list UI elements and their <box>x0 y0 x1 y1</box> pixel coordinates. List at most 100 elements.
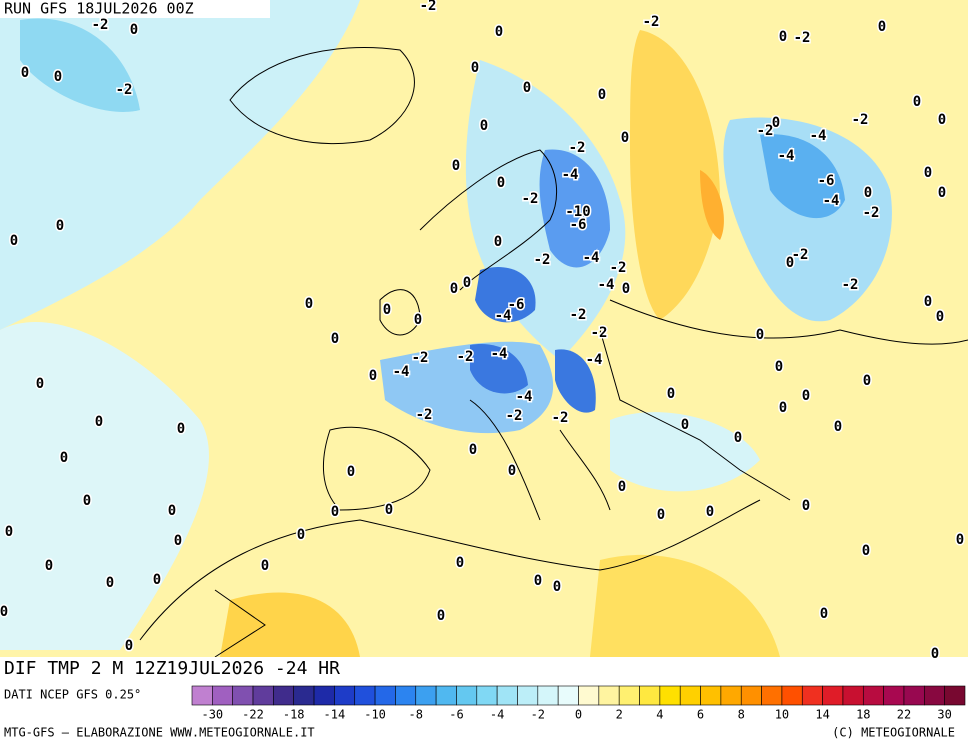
contour-label: 0 <box>786 255 794 271</box>
title-box <box>0 657 458 682</box>
contour-label: -2 <box>792 247 809 263</box>
contour-label: -4 <box>598 277 615 293</box>
colorbar-tick-label: -10 <box>364 708 386 722</box>
contour-label: 0 <box>523 80 531 96</box>
colorbar-swatch <box>557 685 579 706</box>
colorbar-swatch <box>537 685 559 706</box>
contour-label: 0 <box>756 327 764 343</box>
map-title: DIF TMP 2 M 12Z19JUL2026 -24 HR <box>4 658 340 679</box>
contour-label: 0 <box>772 115 780 131</box>
colorbar-swatch <box>578 685 600 706</box>
contour-label: -2 <box>457 349 474 365</box>
contour-label: 0 <box>21 65 29 81</box>
colorbar-swatch <box>517 685 539 706</box>
run-label: RUN GFS 18JUL2026 00Z <box>4 0 194 18</box>
contour-label: 0 <box>864 185 872 201</box>
contour-label: -2 <box>534 252 551 268</box>
colorbar-swatch <box>456 685 478 706</box>
contour-label: 0 <box>331 331 339 347</box>
contour-label: 0 <box>45 558 53 574</box>
contour-label: 0 <box>706 504 714 520</box>
contour-label: 0 <box>56 218 64 234</box>
contour-label: 0 <box>347 464 355 480</box>
contour-label: 0 <box>938 112 946 128</box>
contour-label: 0 <box>913 94 921 110</box>
contour-label: 0 <box>924 165 932 181</box>
contour-label: 0 <box>36 376 44 392</box>
contour-label: -4 <box>491 346 508 362</box>
contour-label: -6 <box>818 173 835 189</box>
contour-label: 0 <box>383 302 391 318</box>
contour-label: 0 <box>168 503 176 519</box>
contour-label: 0 <box>820 606 828 622</box>
contour-label: -2 <box>863 205 880 221</box>
colorbar-swatch <box>313 685 335 706</box>
colorbar-tick-label: 0 <box>575 708 582 722</box>
contour-label: -2 <box>92 17 109 33</box>
contour-label: -4 <box>583 250 600 266</box>
contour-label: 0 <box>261 558 269 574</box>
contour-label: 0 <box>734 430 742 446</box>
contour-label: 0 <box>936 309 944 325</box>
contour-label: 0 <box>938 185 946 201</box>
contour-label: 0 <box>480 118 488 134</box>
footer-left: MTG-GFS — ELABORAZIONE WWW.METEOGIORNALE… <box>4 726 315 740</box>
contour-label: -2 <box>506 408 523 424</box>
contour-label: 0 <box>450 281 458 297</box>
contour-label: 0 <box>657 507 665 523</box>
colorbar-swatch <box>415 685 437 706</box>
colorbar-swatch <box>598 685 620 706</box>
colorbar-tick-label: 2 <box>616 708 623 722</box>
contour-label: 0 <box>775 359 783 375</box>
colorbar-swatch <box>232 685 254 706</box>
contour-label: 0 <box>305 296 313 312</box>
contour-label: 0 <box>177 421 185 437</box>
colorbar-swatch <box>801 685 823 706</box>
contour-label: 0 <box>802 388 810 404</box>
contour-label: -2 <box>643 14 660 30</box>
contour-label: 0 <box>130 22 138 38</box>
colorbar-swatch <box>862 685 884 706</box>
contour-label: 0 <box>534 573 542 589</box>
contour-label: -6 <box>508 297 525 313</box>
colorbar-swatch <box>395 685 417 706</box>
contour-label: 0 <box>469 442 477 458</box>
contour-label: 0 <box>60 450 68 466</box>
contour-labels: 0 -2 0 -2 -2 0 0 0 0 0 0 -2 0 -2 0 0 -2 … <box>0 0 966 664</box>
contour-label: 0 <box>106 575 114 591</box>
contour-label: -4 <box>823 193 840 209</box>
colorbar-swatch <box>618 685 640 706</box>
contour-label: 0 <box>385 502 393 518</box>
contour-label: 0 <box>495 24 503 40</box>
contour-label: 0 <box>621 130 629 146</box>
contour-label: -4 <box>516 389 533 405</box>
colorbar-swatch <box>944 685 966 706</box>
colorbar-tick-label: -8 <box>409 708 423 722</box>
contour-label: -2 <box>412 350 429 366</box>
contour-label: 0 <box>878 19 886 35</box>
colorbar-swatch <box>700 685 722 706</box>
contour-label: -4 <box>810 128 827 144</box>
colorbar-swatch <box>781 685 803 706</box>
contour-label: -2 <box>610 260 627 276</box>
contour-label: -2 <box>570 307 587 323</box>
contour-label: -2 <box>416 407 433 423</box>
colorbar-tick-label: -30 <box>201 708 223 722</box>
contour-label: -4 <box>495 308 512 324</box>
colorbar-swatch <box>679 685 701 706</box>
colorbar-tick-label: 18 <box>856 708 870 722</box>
contour-label: -10 <box>565 204 590 220</box>
contour-label: -2 <box>757 123 774 139</box>
contour-label: 0 <box>297 527 305 543</box>
contour-label: 0 <box>834 419 842 435</box>
contour-label: 0 <box>863 373 871 389</box>
contour-label: 0 <box>174 533 182 549</box>
colorbar-swatch <box>740 685 762 706</box>
contour-label: -6 <box>570 217 587 233</box>
colorbar-swatch <box>435 685 457 706</box>
colorbar-tick-label: -6 <box>449 708 463 722</box>
contour-label: 0 <box>95 414 103 430</box>
colorbar-swatch <box>191 685 213 706</box>
contour-label: 0 <box>681 417 689 433</box>
